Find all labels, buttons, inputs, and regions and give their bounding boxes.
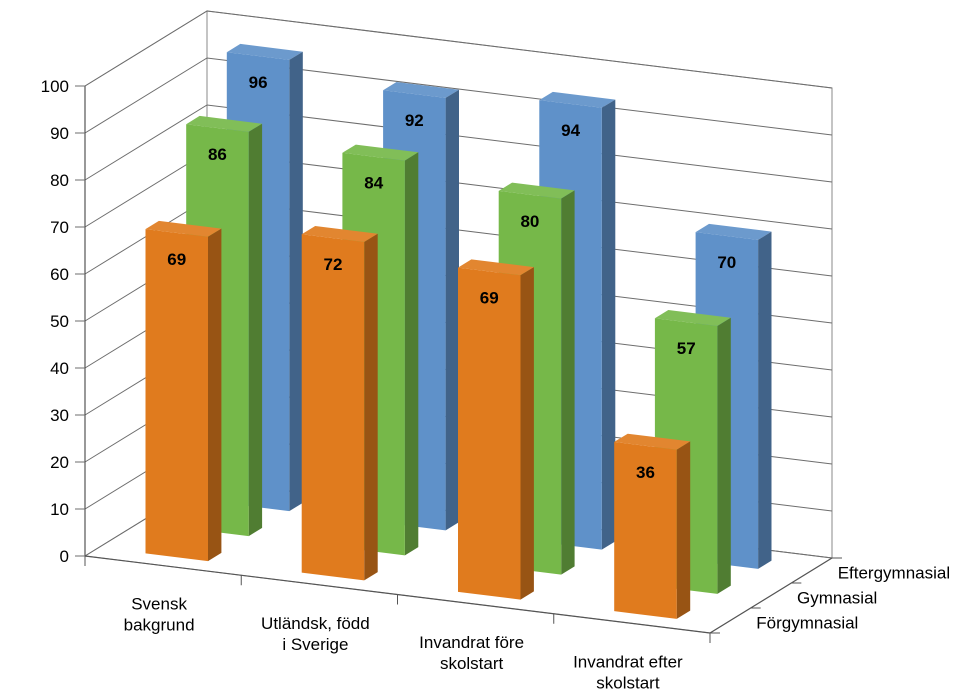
category-label: Invandrat före skolstart xyxy=(419,633,524,673)
series-label: Förgymnasial xyxy=(756,614,858,633)
bar-front xyxy=(301,234,365,581)
y-axis-ticks: 0 10 20 30 40 50 60 70 80 90 100 xyxy=(41,77,85,566)
bar-side xyxy=(445,89,459,531)
category-label-line: bakgrund xyxy=(124,616,195,635)
bar-top xyxy=(342,144,419,161)
y-tick-label: 90 xyxy=(50,124,69,143)
bars: 96 92 94 70 86 84 80 57 69 72 69 36 xyxy=(145,43,772,619)
bar-top xyxy=(145,220,222,237)
bar-förgymnasial-1: 72 xyxy=(301,226,378,581)
category-label: Invandrat efter skolstart xyxy=(573,652,683,692)
category-label-line: Utländsk, född xyxy=(261,614,370,633)
y-tick-label: 10 xyxy=(50,500,69,519)
data-label: 94 xyxy=(561,121,580,140)
category-label-line: skolstart xyxy=(440,654,504,673)
y-tick-label: 20 xyxy=(50,453,69,472)
y-tick-label: 40 xyxy=(50,359,69,378)
bar-förgymnasial-2: 69 xyxy=(458,259,534,600)
bar-top xyxy=(301,226,378,242)
gridline xyxy=(84,10,833,89)
y-tick-label: 70 xyxy=(50,218,69,237)
data-label: 86 xyxy=(208,145,227,164)
bar-front xyxy=(614,441,677,619)
y-tick-label: 0 xyxy=(60,547,69,566)
bar-side xyxy=(364,233,378,581)
bar-side xyxy=(601,99,616,550)
y-tick-label: 50 xyxy=(50,312,69,331)
category-labels: Svensk bakgrund Utländsk, född i Sverige Inv… xyxy=(124,595,683,693)
category-label-line: i Sverige xyxy=(282,635,348,654)
y-tick-label: 60 xyxy=(50,265,69,284)
data-label: 69 xyxy=(167,250,186,269)
bar-top xyxy=(654,310,731,326)
bar-side xyxy=(520,267,534,600)
category-label: Utländsk, född i Sverige xyxy=(261,614,370,654)
bar-side xyxy=(717,317,731,594)
bar-top xyxy=(498,182,575,199)
data-label: 96 xyxy=(249,73,268,92)
bar-top xyxy=(539,91,616,108)
data-label: 69 xyxy=(480,289,499,308)
gridline xyxy=(84,57,833,136)
bar-top xyxy=(614,433,691,450)
bar-top xyxy=(186,115,263,132)
bar-side xyxy=(248,123,263,537)
bar-top xyxy=(458,259,534,276)
bar-förgymnasial-3: 36 xyxy=(614,433,691,619)
data-label: 70 xyxy=(717,253,736,272)
bar-front xyxy=(458,267,521,600)
category-label-line: Invandrat före xyxy=(419,633,524,652)
y-tick-label: 100 xyxy=(41,77,69,96)
y-tick-label: 30 xyxy=(50,406,69,425)
bar-side xyxy=(561,190,575,575)
category-label-line: Svensk xyxy=(131,595,187,614)
bar-top xyxy=(226,43,303,60)
category-label: Svensk bakgrund xyxy=(124,595,195,635)
gridline xyxy=(84,104,833,183)
data-label: 80 xyxy=(520,212,539,231)
bar-side xyxy=(758,231,772,569)
data-label: 72 xyxy=(324,255,343,274)
bar-top xyxy=(383,82,459,98)
series-labels: Förgymnasial Gymnasial Eftergymnasial xyxy=(756,564,950,633)
series-label: Gymnasial xyxy=(797,589,877,608)
bar-side xyxy=(404,152,419,556)
data-label: 36 xyxy=(636,463,655,482)
bar-front xyxy=(145,229,208,562)
data-label: 92 xyxy=(405,111,424,130)
y-tick-label: 80 xyxy=(50,171,69,190)
category-label-line: Invandrat efter xyxy=(573,652,683,671)
bar-side xyxy=(208,228,222,562)
data-label: 57 xyxy=(677,339,696,358)
bar-förgymnasial-0: 69 xyxy=(145,220,222,562)
bar-top xyxy=(695,223,772,240)
series-label: Eftergymnasial xyxy=(838,564,950,583)
data-label: 84 xyxy=(364,174,383,193)
depth-axis-line xyxy=(709,557,833,634)
bar-side xyxy=(676,441,691,619)
bar-side xyxy=(289,51,303,512)
category-label-line: skolstart xyxy=(596,673,660,692)
